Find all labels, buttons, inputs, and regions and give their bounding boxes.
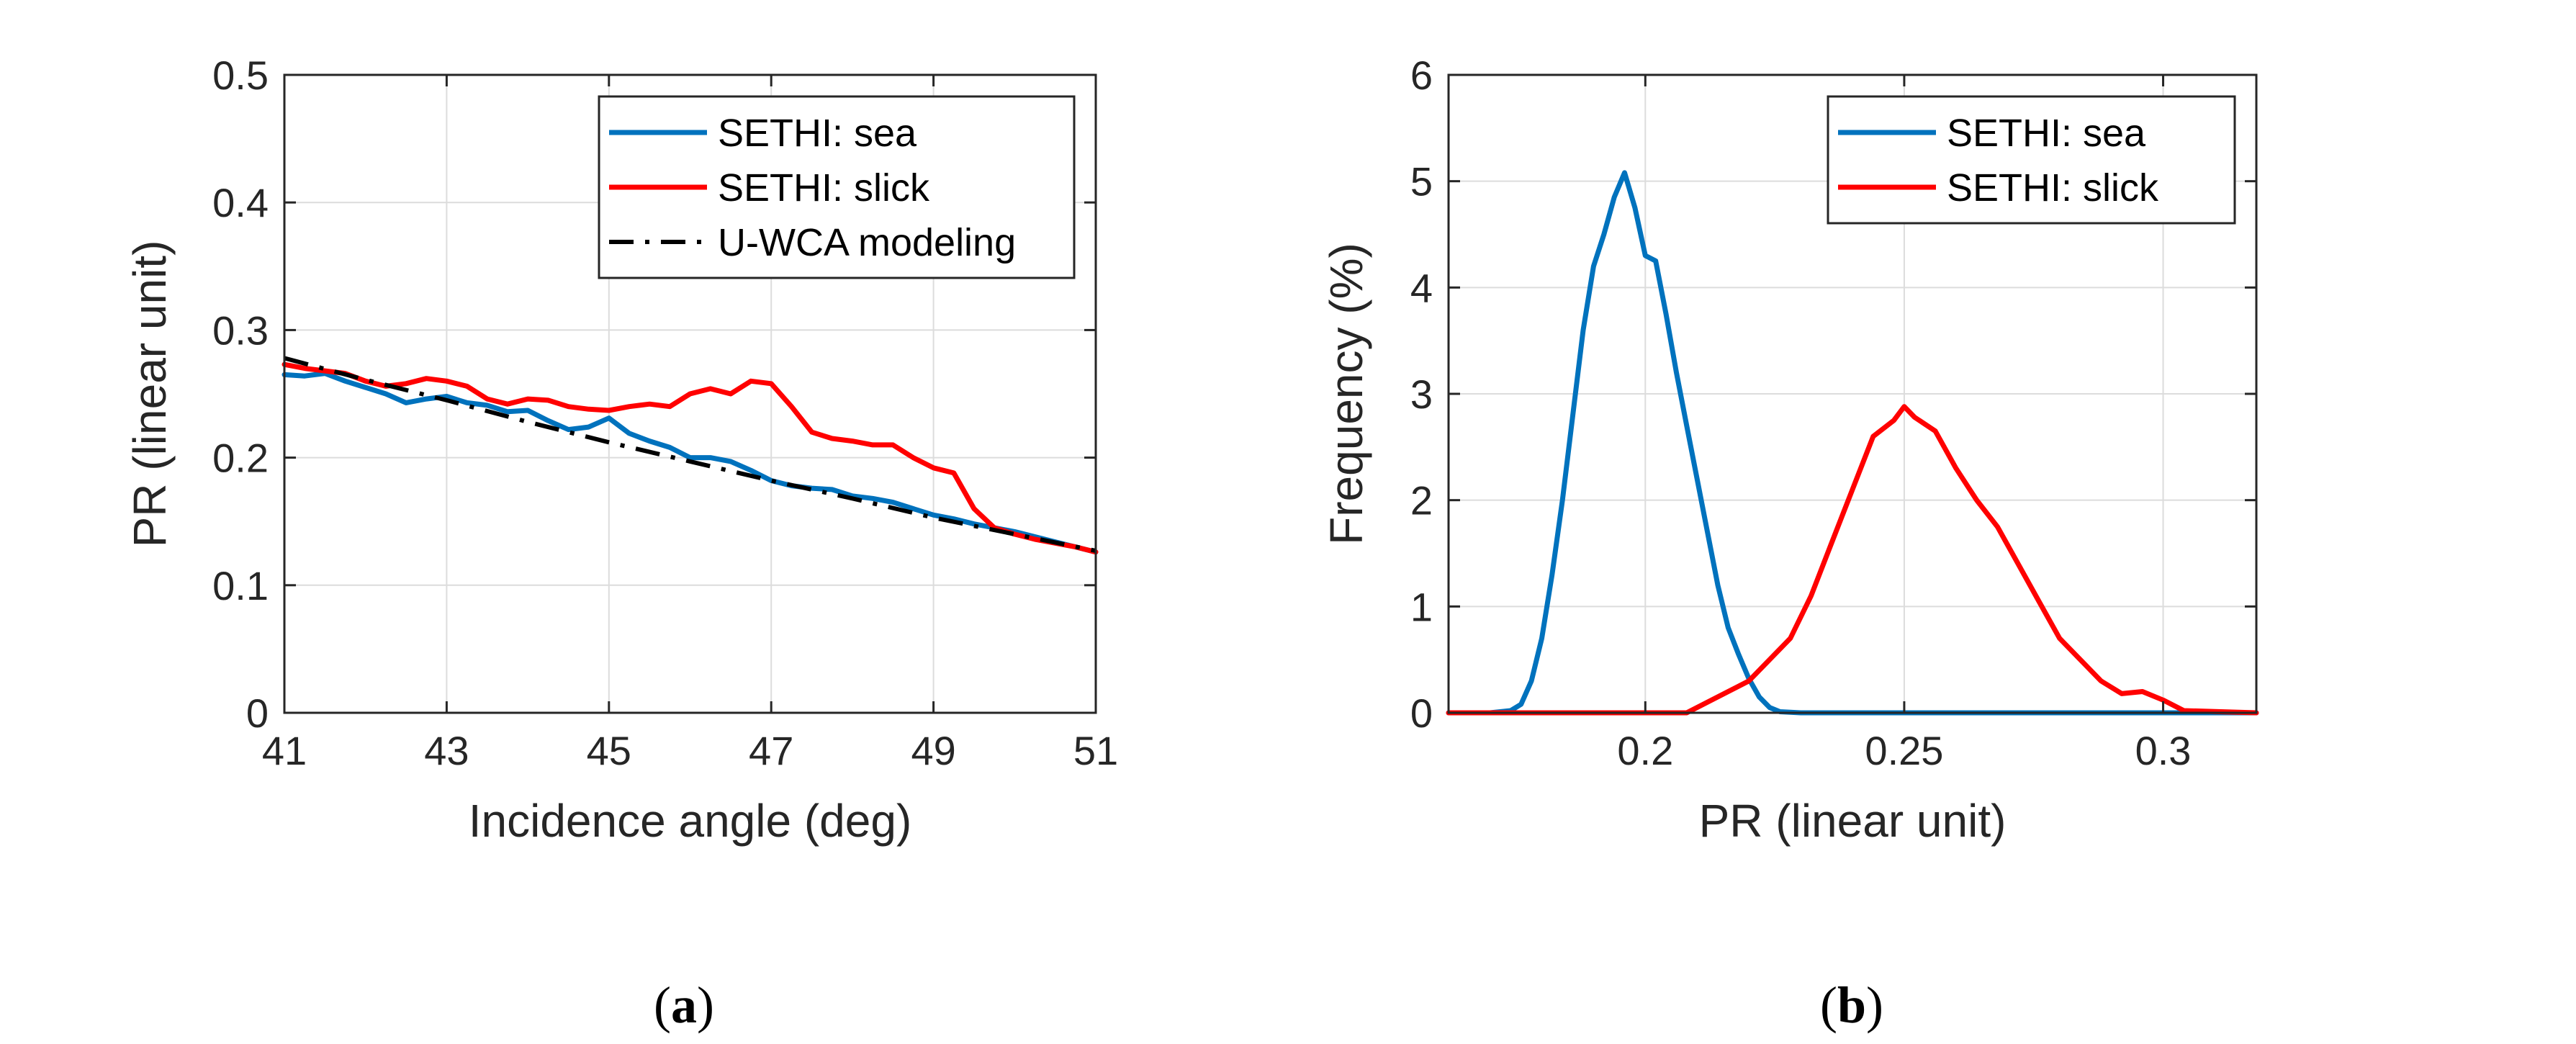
caption-open: (: [654, 976, 671, 1034]
x-tick-label: 47: [749, 728, 793, 773]
x-axis-label: PR (linear unit): [1699, 795, 2007, 847]
y-axis-label: PR (linear unit): [124, 240, 176, 548]
legend-label: U-WCA modeling: [718, 221, 1016, 264]
series-group: [282, 356, 1099, 555]
x-tick-label: 49: [911, 728, 955, 773]
legend-label: SETHI: slick: [718, 166, 930, 210]
legend: SETHI: sea SETHI: slick: [1827, 95, 2236, 225]
chart-panel-a: 41 43 45 47 49 51 0 0.1 0.2 0.3 0.4 0.5 Incidence an…: [124, 53, 1118, 1034]
x-tick-label: 45: [587, 728, 631, 773]
caption-letter: b: [1837, 976, 1866, 1034]
panel-caption: (a): [654, 976, 714, 1034]
y-tick-label: 3: [1410, 372, 1433, 417]
x-tick-label: 43: [424, 728, 469, 773]
x-tick-label: 51: [1073, 728, 1118, 773]
series-line-sethi-slick: [282, 361, 1099, 555]
x-axis-label: Incidence angle (deg): [469, 795, 912, 847]
y-tick-label: 5: [1410, 159, 1433, 204]
axes-box: [283, 73, 1097, 714]
legend: SETHI: sea SETHI: slick U-WCA modeling: [598, 95, 1076, 279]
y-axis-label: Frequency (%): [1320, 243, 1372, 545]
series-line-sethi-slick: [1446, 404, 2259, 716]
chart-panel-b: 0.2 0.25 0.3 0 1 2 3 4 5 6 PR (linear unit) Frequen…: [1320, 53, 2259, 1034]
legend-label: SETHI: sea: [718, 112, 917, 155]
x-tick-label: 0.2: [1617, 728, 1673, 773]
y-tick-label: 6: [1410, 53, 1433, 98]
y-tick-label: 0.1: [212, 563, 269, 608]
y-tick-label: 0.5: [212, 53, 269, 98]
legend-label: SETHI: slick: [1947, 166, 2159, 210]
legend-box: [1827, 95, 2236, 225]
caption-letter: a: [671, 976, 697, 1034]
series-group: [1446, 170, 2259, 716]
caption-open: (: [1820, 976, 1837, 1034]
y-tick-label: 1: [1410, 584, 1433, 629]
legend-label: SETHI: sea: [1947, 112, 2146, 155]
x-tick-label: 0.3: [2135, 728, 2192, 773]
caption-close: ): [697, 976, 714, 1034]
y-tick-label: 2: [1410, 478, 1433, 523]
y-tick-label: 0.4: [212, 180, 269, 225]
y-tick-label: 4: [1410, 265, 1433, 310]
x-tick-label: 41: [262, 728, 307, 773]
y-tick-label: 0.2: [212, 436, 269, 481]
y-tick-label: 0: [246, 690, 269, 736]
panel-caption: (b): [1820, 976, 1883, 1034]
y-tick-label: 0.3: [212, 307, 269, 353]
caption-close: ): [1866, 976, 1883, 1034]
x-tick-label: 0.25: [1865, 728, 1943, 773]
series-line-u-wca-modeling: [284, 356, 1096, 553]
y-tick-label: 0: [1410, 690, 1433, 736]
series-line-sethi-sea: [282, 371, 1099, 555]
